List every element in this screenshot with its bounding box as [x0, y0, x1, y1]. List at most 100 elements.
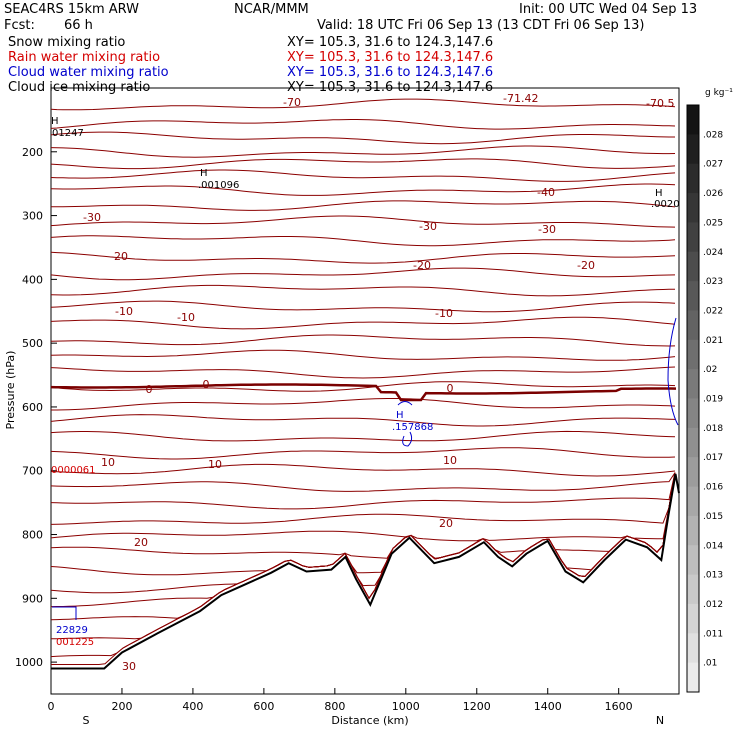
isotherm	[51, 398, 676, 411]
colorbar-swatch	[687, 603, 699, 634]
colorbar-swatch	[687, 251, 699, 282]
colorbar-label: .016	[703, 483, 723, 493]
x-tick-label: 800	[324, 700, 345, 713]
y-tick-label: 800	[22, 529, 43, 542]
colorbar-swatch	[687, 545, 699, 576]
isotherm	[50, 463, 676, 477]
model-title: SEAC4RS 15km ARW	[4, 2, 140, 17]
isotherm	[50, 447, 676, 460]
fcst-label: Fcst:	[4, 18, 35, 33]
contour-value-label: 0	[447, 382, 454, 395]
colorbar-swatch	[687, 457, 699, 488]
temperature-contours	[50, 98, 677, 665]
colorbar-swatch	[687, 633, 699, 664]
colorbar-swatch	[687, 486, 699, 517]
y-axis-ticks: 200 300 400 500 600 700 800 900 1000	[15, 146, 57, 669]
y-tick-label: 900	[22, 592, 43, 605]
contour-value-label: 10	[443, 454, 457, 467]
colorbar-swatch	[687, 222, 699, 253]
isotherm	[50, 158, 676, 170]
contour-value-label: -20	[413, 259, 431, 272]
field-snow-name: Snow mixing ratio	[8, 35, 126, 50]
cloud-low-value: 22829	[56, 625, 88, 636]
high-top-left-value: 01247	[52, 128, 84, 139]
colorbar-label: .021	[703, 336, 723, 346]
field-rain-name: Rain water mixing ratio	[8, 50, 161, 65]
isotherm	[50, 349, 676, 361]
colorbar-swatch	[687, 662, 699, 693]
isotherm	[50, 169, 676, 182]
isotherm	[50, 316, 676, 330]
colorbar-label: .026	[703, 189, 723, 199]
isotherm	[50, 430, 676, 442]
colorbar-frame	[686, 104, 700, 693]
y-tick-label: 300	[22, 210, 43, 223]
y-tick-label: 600	[22, 401, 43, 414]
contour-value-label: -30	[83, 211, 101, 224]
isotherm	[50, 381, 676, 392]
x-axis-ticks: 0 200 400 600 800 1000 1200 1400 1600	[48, 688, 633, 713]
colorbar-swatch	[687, 369, 699, 399]
field-cloud-water-name: Cloud water mixing ratio	[8, 65, 169, 80]
isotherm	[50, 98, 676, 111]
isotherm	[50, 183, 676, 196]
colorbar-label: .023	[703, 277, 723, 287]
cloud-water-contour	[402, 431, 413, 447]
colorbar-swatch	[687, 398, 699, 429]
high-right-value: .0020	[651, 199, 680, 210]
org-label: NCAR/MMM	[234, 2, 309, 17]
isotherm	[50, 472, 676, 576]
top-min-label: -71.42	[503, 92, 538, 105]
x-tick-label: 0	[48, 700, 55, 713]
isotherm	[50, 251, 676, 264]
high-mid-value: .001096	[198, 180, 239, 191]
colorbar-label: .012	[703, 600, 723, 610]
high-mid-mark: H	[200, 168, 208, 179]
x-axis-label: Distance (km)	[331, 714, 408, 727]
zero-isotherm	[50, 383, 677, 402]
isotherm	[50, 472, 676, 640]
field-cloud-water-xy: XY= 105.3, 31.6 to 124.3,147.6	[287, 65, 494, 80]
field-rain-xy: XY= 105.3, 31.6 to 124.3,147.6	[287, 50, 494, 65]
isotherm	[50, 472, 676, 510]
colorbar-label: .015	[703, 512, 723, 522]
cloud-water-contour	[397, 401, 413, 406]
colorbar-label: .02	[703, 365, 717, 375]
valid-time: Valid: 18 UTC Fri 06 Sep 13 (13 CDT Fri …	[317, 18, 645, 33]
contour-value-label: -10	[435, 307, 453, 320]
colorbar-label: .027	[703, 160, 723, 170]
y-tick-label: 500	[22, 337, 43, 350]
contour-value-label: -40	[537, 186, 555, 199]
colorbar-label: .028	[703, 130, 723, 140]
contour-value-label: 0	[146, 383, 153, 396]
cloud-water-contour	[667, 317, 679, 426]
x-tick-label: 400	[182, 700, 203, 713]
isotherm	[50, 145, 676, 158]
colorbar-swatch	[687, 515, 699, 546]
fcst-value: 66 h	[64, 18, 93, 33]
colorbar-unit: g kg⁻¹	[705, 88, 733, 98]
x-tick-label: 1600	[605, 700, 633, 713]
terrain-line	[51, 473, 680, 670]
x-tick-label: 1000	[392, 700, 420, 713]
isotherm	[50, 472, 676, 559]
colorbar-swatch	[687, 427, 699, 458]
x-tick-label: 200	[111, 700, 132, 713]
rain-low-value: 001225	[56, 637, 94, 648]
contour-value-label: 10	[101, 456, 115, 469]
colorbar-swatch	[687, 339, 699, 370]
y-tick-label: 1000	[15, 656, 43, 669]
x-tick-label: 1400	[534, 700, 562, 713]
colorbar-label: .018	[703, 424, 723, 434]
cloud-water-contours	[52, 317, 679, 620]
colorbar-label: .011	[703, 629, 723, 639]
contour-value-label: -30	[419, 220, 437, 233]
colorbar-label: .014	[703, 541, 723, 551]
x-endpoint-right: N	[656, 714, 664, 727]
isotherm	[50, 119, 676, 130]
x-tick-label: 1200	[463, 700, 491, 713]
y-tick-label: 700	[22, 465, 43, 478]
isotherm	[50, 284, 676, 297]
rain-max-value: 0000061	[51, 465, 96, 476]
colorbar-label: .025	[703, 218, 723, 228]
